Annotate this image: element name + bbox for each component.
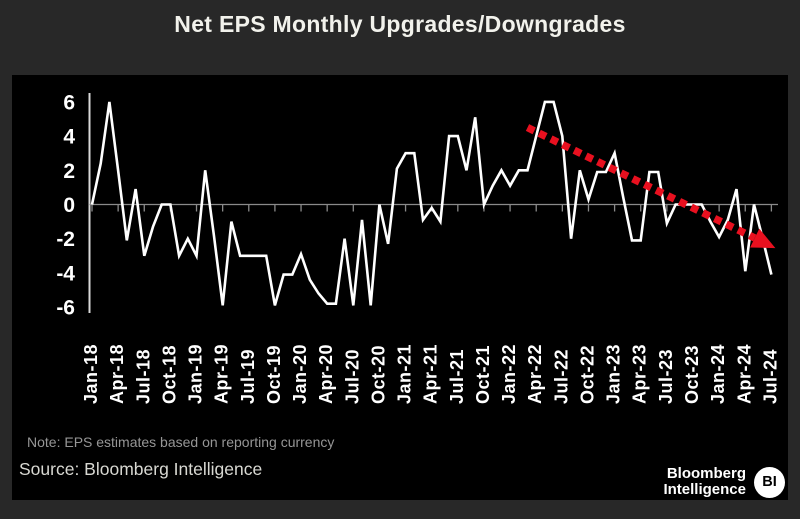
x-axis-label: Oct-18 (159, 345, 179, 404)
footnote: Note: EPS estimates based on reporting c… (27, 434, 335, 450)
y-axis-label: 0 (63, 194, 75, 217)
x-axis-label: Jan-24 (708, 344, 728, 404)
page-title: Net EPS Monthly Upgrades/Downgrades (174, 11, 626, 37)
x-axis-label: Jul-18 (133, 349, 153, 404)
y-axis-label: 2 (63, 160, 75, 183)
y-axis-label: 4 (63, 126, 75, 149)
x-axis-label: Jan-22 (499, 344, 519, 404)
x-axis-label: Jan-23 (604, 344, 624, 404)
x-axis-label: Jan-18 (81, 344, 101, 404)
x-axis-label: Oct-19 (264, 345, 284, 404)
x-axis-label: Jul-21 (447, 349, 467, 404)
y-axis-label: -4 (56, 262, 75, 285)
x-axis-labels: Jan-18 Apr-18 Jul-18 Oct-18 Jan-19 Apr-19 Jul-… (81, 344, 780, 404)
x-axis-label: Jul-23 (656, 349, 676, 404)
x-axis-label: Jul-19 (238, 349, 258, 404)
x-axis-label: Apr-24 (734, 344, 754, 404)
x-axis-label: Apr-23 (630, 344, 650, 404)
chart-panel: 6 4 2 0 -2 -4 -6 Jan-18 Apr-18 Jul-18 Oct-18 Jan-1… (12, 75, 788, 500)
x-axis-label: Oct-21 (473, 345, 493, 404)
x-axis-label: Jul-20 (342, 349, 362, 404)
y-axis-label: 6 (63, 91, 75, 114)
x-axis-label: Apr-18 (107, 344, 127, 404)
eps-series-line (90, 100, 773, 306)
bi-badge-icon: BI (754, 466, 785, 498)
y-axis-labels: 6 4 2 0 -2 -4 -6 (56, 91, 75, 319)
bloomberg-intelligence-logo: Bloomberg Intelligence BI (663, 466, 785, 498)
x-axis-label: Apr-22 (525, 344, 545, 404)
logo-line2: Intelligence (663, 481, 746, 498)
x-axis-label: Apr-20 (316, 344, 336, 404)
x-axis-label: Jul-24 (760, 349, 780, 404)
trend-dotted-line (525, 124, 757, 242)
source-line: Source: Bloomberg Intelligence (19, 459, 263, 479)
x-axis-label: Apr-19 (212, 344, 232, 404)
trend-arrowhead-icon (750, 228, 776, 249)
logo-line1: Bloomberg (666, 465, 746, 482)
x-axis-label: Apr-21 (421, 344, 441, 404)
x-axis-label: Jan-21 (395, 344, 415, 404)
x-axis-label: Oct-20 (368, 345, 388, 404)
x-axis-label: Jan-20 (290, 344, 310, 404)
x-axis-label: Jan-19 (186, 344, 206, 404)
x-axis-label: Oct-23 (682, 345, 702, 404)
y-axis-label: -2 (56, 228, 75, 251)
x-axis-label: Oct-22 (578, 345, 598, 404)
x-axis-label: Jul-22 (551, 349, 571, 404)
y-axis-label: -6 (56, 297, 75, 320)
